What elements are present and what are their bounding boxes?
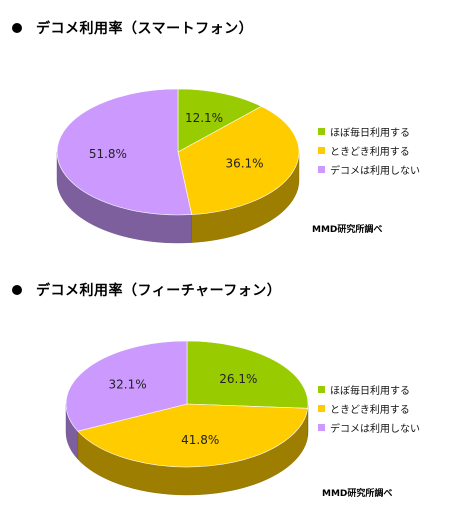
legend-swatch: [318, 424, 325, 431]
legend-label: ときどき利用する: [330, 401, 410, 416]
source-note: MMD研究所調べ: [312, 222, 382, 235]
data-label: 51.8%: [89, 147, 127, 161]
chart-legend: ほぼ毎日利用する ときどき利用する デコメは利用しない: [318, 380, 420, 437]
chart-legend: ほぼ毎日利用する ときどき利用する デコメは利用しない: [318, 122, 420, 179]
legend-swatch: [318, 147, 325, 154]
legend-item: デコメは利用しない: [318, 160, 420, 179]
data-label: 32.1%: [109, 378, 147, 392]
legend-label: ときどき利用する: [330, 143, 410, 158]
legend-item: デコメは利用しない: [318, 418, 420, 437]
pie-chart: 26.1% 41.8% 32.1%: [0, 262, 320, 522]
chart-panel-featurephone: デコメ利用率（フィーチャーフォン） 26.1%41.8%32.1% ほぼ毎日利用…: [0, 262, 454, 522]
legend-item: ときどき利用する: [318, 399, 420, 418]
legend-label: デコメは利用しない: [330, 162, 420, 177]
legend-swatch: [318, 405, 325, 412]
legend-swatch: [318, 128, 325, 135]
data-label: 36.1%: [225, 157, 263, 171]
legend-label: ほぼ毎日利用する: [330, 382, 410, 397]
legend-item: ほぼ毎日利用する: [318, 122, 420, 141]
data-label: 41.8%: [181, 433, 219, 447]
chart-panel-smartphone: デコメ利用率（スマートフォン） 12.1%36.1%51.8% ほぼ毎日利用する…: [0, 0, 454, 260]
pie-chart: 12.1% 36.1% 51.8%: [0, 0, 310, 260]
legend-item: ときどき利用する: [318, 141, 420, 160]
legend-label: デコメは利用しない: [330, 420, 420, 435]
legend-swatch: [318, 166, 325, 173]
legend-item: ほぼ毎日利用する: [318, 380, 420, 399]
legend-label: ほぼ毎日利用する: [330, 124, 410, 139]
legend-swatch: [318, 386, 325, 393]
data-label: 12.1%: [185, 111, 223, 125]
data-label: 26.1%: [219, 372, 257, 386]
source-note: MMD研究所調べ: [322, 486, 392, 499]
